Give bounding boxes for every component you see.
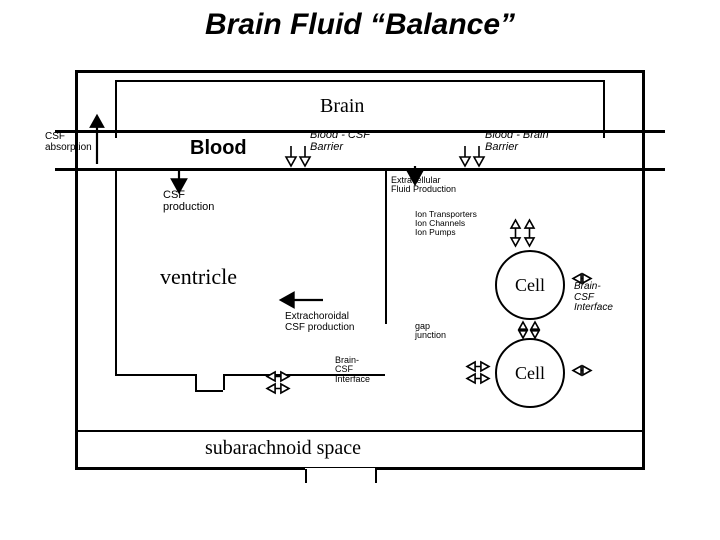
blood-csf-arrow2 [298, 144, 312, 170]
ion-arrow1 [509, 218, 522, 250]
ventricle-floor-left [115, 374, 195, 376]
label-ion: Ion Transporters Ion Channels Ion Pumps [415, 210, 477, 237]
blood-brain-arrow1 [458, 144, 472, 170]
blood-brain-arrow2 [472, 144, 486, 170]
title-text: Brain Fluid “Balance” [205, 8, 515, 41]
ventricle-neck-r [195, 390, 223, 392]
cell1: Cell [495, 250, 565, 320]
label-extrachor: Extrachoroidal CSF production [285, 312, 354, 333]
csf-absorption-arrow [89, 114, 105, 168]
gap-junction-arrow1 [517, 320, 529, 342]
diagram-canvas: CellCellBrainBloodCSF absorptionBlood - … [55, 60, 665, 490]
ventricle-wall-left [115, 168, 117, 374]
extrachoroidal-arrow [279, 291, 327, 309]
subarachnoid-divider [75, 430, 645, 432]
blood-csf-arrow1 [284, 144, 298, 170]
cell1-right-arrow [571, 272, 595, 285]
cell2-right-arrow [571, 364, 595, 377]
label-brain_csf2: Brain- CSF Interface [574, 282, 613, 314]
brain-csf-h-arrow2 [265, 382, 293, 395]
label-brain_csf1: Brain- CSF Interface [335, 356, 370, 384]
blood-band-bot [55, 168, 665, 171]
cell2: Cell [495, 338, 565, 408]
outer-notch-l [305, 469, 307, 483]
gap-junction-arrow2 [529, 320, 541, 342]
ion-arrow2 [523, 218, 536, 250]
label-ventricle: ventricle [160, 265, 237, 288]
outer-notch-cover [305, 468, 375, 474]
label-blood_brain_b: Blood - Brain Barrier [485, 130, 549, 153]
page-title: Brain Fluid “Balance” [0, 0, 720, 42]
label-brain: Brain [320, 96, 364, 117]
outer-notch-r [375, 469, 377, 483]
ventricle-gap-l [195, 374, 197, 390]
label-csf_abs: CSF absorption [45, 132, 92, 153]
label-blood_csf_b: Blood - CSF Barrier [310, 130, 370, 153]
ventricle-gap-r [223, 374, 225, 390]
csf-production-arrow [170, 168, 188, 196]
label-gap_junc: gap junction [415, 322, 446, 341]
cell2-left-arrow2 [465, 372, 493, 385]
extracell-arrow [406, 164, 424, 188]
label-blood: Blood [190, 138, 247, 159]
ventricle-wall-right [385, 168, 387, 324]
label-subarachnoid: subarachnoid space [205, 438, 361, 459]
